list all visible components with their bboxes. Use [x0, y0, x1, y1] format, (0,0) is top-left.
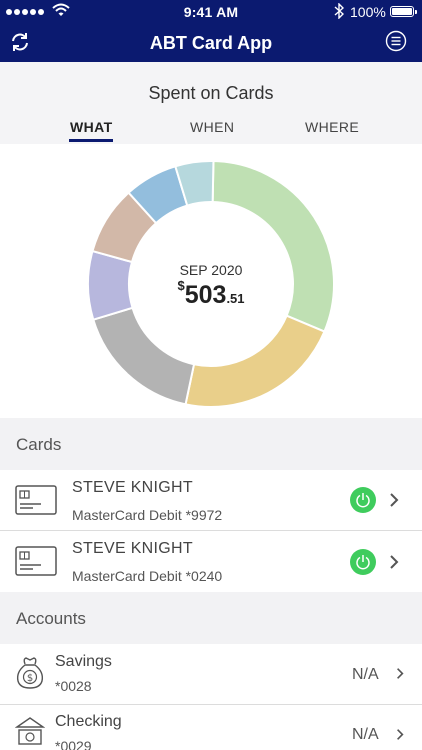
chevron-right-icon[interactable] — [396, 667, 404, 680]
bluetooth-icon — [334, 3, 344, 19]
battery-icon — [390, 6, 417, 17]
amount-cents: .51 — [226, 291, 245, 306]
account-row[interactable]: Checking *0029 N/A — [0, 705, 422, 750]
account-balance: N/A — [352, 666, 379, 683]
summary-title: Spent on Cards — [148, 83, 274, 103]
signal-strength-icon — [6, 9, 44, 15]
power-icon — [356, 493, 370, 508]
tab-when[interactable]: WHEN — [190, 119, 235, 135]
amount-whole: 503 — [184, 281, 227, 309]
account-name: Savings — [55, 653, 112, 670]
card-row[interactable]: STEVE KNIGHT MasterCard Debit *9972 — [0, 470, 422, 531]
nav-bar: ABT Card App — [0, 24, 422, 62]
cards-heading: Cards — [16, 435, 62, 454]
app-title: ABT Card App — [149, 33, 273, 53]
battery-percent: 100% — [350, 4, 386, 20]
chart-period: SEP 2020 — [179, 262, 243, 278]
account-balance: N/A — [352, 726, 379, 743]
donut-segment-3[interactable] — [92, 306, 196, 406]
summary-header: Spent on Cards WHAT WHEN WHERE — [0, 62, 422, 144]
account-number: *0028 — [55, 678, 92, 694]
credit-card-icon — [15, 485, 57, 515]
bank-icon — [15, 717, 45, 745]
svg-text:$: $ — [27, 673, 33, 684]
chevron-right-icon[interactable] — [396, 728, 404, 741]
accounts-heading: Accounts — [16, 609, 86, 628]
chevron-right-icon[interactable] — [389, 492, 399, 508]
refresh-icon[interactable] — [9, 31, 31, 53]
donut-segment-7[interactable] — [174, 160, 215, 207]
card-row[interactable]: STEVE KNIGHT MasterCard Debit *0240 — [0, 531, 422, 592]
status-bar: 9:41 AM 100% — [0, 0, 422, 24]
account-row[interactable]: $ Savings *0028 N/A — [0, 644, 422, 705]
money-bag-icon: $ — [16, 657, 44, 689]
credit-card-icon — [15, 546, 57, 576]
accounts-section-header: Accounts — [0, 592, 422, 644]
power-icon — [356, 555, 370, 570]
donut-segment-2[interactable] — [184, 314, 326, 408]
chart-total: $503.51 — [0, 278, 422, 310]
menu-icon[interactable] — [385, 30, 407, 52]
card-holder-name: STEVE KNIGHT — [72, 479, 193, 496]
tab-what[interactable]: WHAT — [70, 119, 113, 135]
top-bar: 9:41 AM 100% ABT Card App — [0, 0, 422, 62]
donut-chart[interactable] — [0, 144, 422, 418]
tab-where[interactable]: WHERE — [305, 119, 360, 135]
currency-symbol: $ — [177, 278, 185, 293]
account-number: *0029 — [55, 738, 92, 750]
status-time: 9:41 AM — [183, 4, 239, 20]
card-power-toggle[interactable] — [350, 487, 376, 513]
cards-section-header: Cards — [0, 418, 422, 470]
card-holder-name: STEVE KNIGHT — [72, 540, 193, 557]
spending-chart: SEP 2020 $503.51 — [0, 144, 422, 418]
chevron-right-icon[interactable] — [389, 554, 399, 570]
wifi-icon — [52, 3, 70, 16]
card-detail: MasterCard Debit *0240 — [72, 568, 223, 584]
card-power-toggle[interactable] — [350, 549, 376, 575]
card-detail: MasterCard Debit *9972 — [72, 507, 223, 523]
account-name: Checking — [55, 713, 122, 730]
active-tab-indicator — [69, 139, 113, 142]
